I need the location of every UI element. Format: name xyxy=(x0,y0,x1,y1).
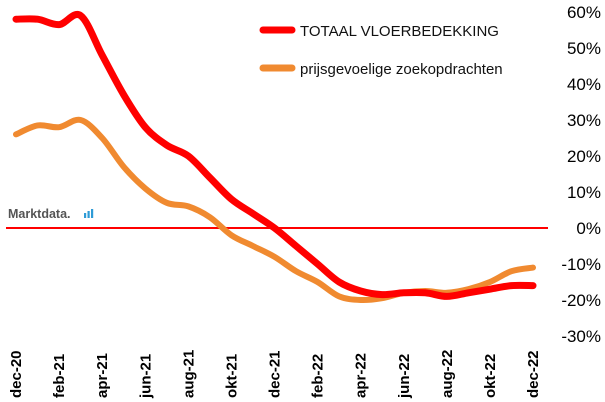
y-tick-label: -20% xyxy=(561,291,601,310)
bar-chart-icon-bar xyxy=(91,209,94,218)
x-tick-label: aug-22 xyxy=(439,350,456,398)
y-tick-label: 60% xyxy=(567,3,601,22)
y-axis-ticks: 60% 50% 40% 30% 20% 10% 0% -10% -20% -30% xyxy=(561,3,601,346)
series-layer xyxy=(12,11,537,304)
x-tick-label: feb-22 xyxy=(310,354,327,398)
bar-chart-icon-bar xyxy=(84,213,87,218)
y-tick-label: 10% xyxy=(567,183,601,202)
x-tick-label: apr-22 xyxy=(353,353,370,398)
y-tick-label: 0% xyxy=(576,219,601,238)
brand-logo: Marktdata. xyxy=(8,207,94,221)
legend-label-totaal: TOTAAL VLOERBEDEKKING xyxy=(300,23,499,40)
x-tick-label: dec-22 xyxy=(525,350,542,398)
x-tick-label: okt-22 xyxy=(482,354,499,398)
y-tick-label: -10% xyxy=(561,255,601,274)
x-tick-label: okt-21 xyxy=(223,354,240,398)
x-tick-label: dec-20 xyxy=(8,350,25,398)
y-tick-label: -30% xyxy=(561,327,601,346)
x-axis-ticks: dec-20 feb-21 apr-21 jun-21 aug-21 okt-21 dec-… xyxy=(8,350,542,399)
x-tick-label: jun-22 xyxy=(396,354,413,399)
x-tick-label: apr-21 xyxy=(94,353,111,398)
bar-chart-icon-bar xyxy=(87,211,90,218)
series-line-totaal xyxy=(12,11,537,300)
y-tick-label: 40% xyxy=(567,75,601,94)
y-tick-label: 50% xyxy=(567,39,601,58)
legend: TOTAAL VLOERBEDEKKING prijsgevoelige zoe… xyxy=(259,23,503,78)
x-tick-label: dec-21 xyxy=(267,350,284,398)
x-tick-label: feb-21 xyxy=(51,354,68,398)
x-tick-label: jun-21 xyxy=(137,354,154,399)
x-tick-label: aug-21 xyxy=(180,350,197,398)
legend-label-prijsgevoelig: prijsgevoelige zoekopdrachten xyxy=(300,61,503,78)
y-tick-label: 30% xyxy=(567,111,601,130)
bar-chart-icon xyxy=(84,209,94,218)
series-line-prijsgevoelig xyxy=(13,116,536,304)
y-tick-label: 20% xyxy=(567,147,601,166)
brand-text: Marktdata. xyxy=(8,207,71,221)
